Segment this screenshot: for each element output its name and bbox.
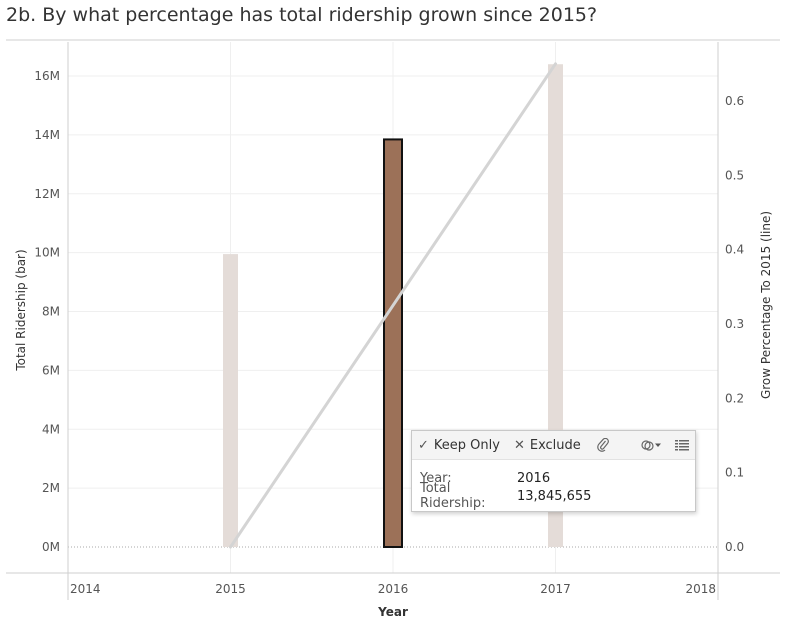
y-left-tick: 0M	[42, 540, 60, 554]
tooltip-row-ridership: Total Ridership: 13,845,655	[420, 481, 687, 511]
y-left-tick: 8M	[42, 305, 60, 319]
axis-titles: Year Total Ridership (bar) Grow Percentage…	[14, 211, 773, 619]
y-right-tick: 0.5	[725, 168, 744, 182]
y-right-axis-title: Grow Percentage To 2015 (line)	[759, 211, 773, 399]
bar-2016	[383, 138, 403, 549]
x-tick: 2016	[378, 582, 409, 596]
y-left-tick: 6M	[42, 363, 60, 377]
tick-labels: 0M 2M 4M 6M 8M 10M 12M 14M 16M 0.0 0.1 0.2 0.3 0.4 0.5…	[34, 69, 744, 596]
paperclip-icon[interactable]	[596, 438, 609, 452]
y-left-tick: 2M	[42, 481, 60, 495]
bar-2017	[548, 64, 563, 547]
group-members-icon[interactable]	[641, 438, 663, 452]
x-tick: 2017	[540, 582, 571, 596]
y-right-tick: 0.3	[725, 317, 744, 331]
view-data-icon[interactable]	[674, 439, 689, 451]
tooltip-body: Year: 2016 Total Ridership: 13,845,655	[412, 460, 695, 512]
x-tick: 2014	[70, 582, 101, 596]
tooltip-toolbar: ✓ Keep Only ✕ Exclude	[412, 431, 695, 460]
x-axis-title: Year	[377, 605, 408, 619]
bar-2015	[223, 254, 238, 548]
y-right-tick: 0.1	[725, 466, 744, 480]
y-left-tick: 4M	[42, 422, 60, 436]
tooltip-year-key: Year:	[420, 470, 452, 486]
x-tick: 2015	[215, 582, 246, 596]
check-icon: ✓	[418, 437, 429, 453]
keep-only-button[interactable]: ✓ Keep Only	[418, 438, 500, 453]
exclude-button[interactable]: ✕ Exclude	[514, 438, 581, 453]
y-right-tick: 0.4	[725, 243, 744, 257]
tooltip: ✓ Keep Only ✕ Exclude	[411, 430, 696, 512]
y-right-tick: 0.0	[725, 540, 744, 554]
bars	[223, 64, 563, 549]
y-left-tick: 12M	[34, 187, 60, 201]
y-right-tick: 0.6	[725, 94, 744, 108]
y-left-tick: 10M	[34, 246, 60, 260]
growth-line	[229, 62, 557, 549]
tooltip-year-value: 2016	[517, 470, 551, 486]
y-left-tick: 14M	[34, 128, 60, 142]
keep-only-label: Keep Only	[433, 437, 500, 453]
growth-line-series	[229, 62, 557, 549]
y-left-tick: 16M	[34, 69, 60, 83]
tooltip-ridership-value: 13,845,655	[517, 488, 592, 504]
x-tick: 2018	[685, 582, 716, 596]
y-left-axis-title: Total Ridership (bar)	[14, 249, 28, 371]
close-icon: ✕	[513, 437, 525, 453]
tooltip-ridership-key: Total Ridership:	[420, 481, 486, 511]
tooltip-row-year: Year: 2016	[420, 469, 687, 487]
exclude-label: Exclude	[529, 437, 581, 453]
page-title: 2b. By what percentage has total ridersh…	[6, 4, 598, 26]
y-right-tick: 0.2	[725, 391, 744, 405]
